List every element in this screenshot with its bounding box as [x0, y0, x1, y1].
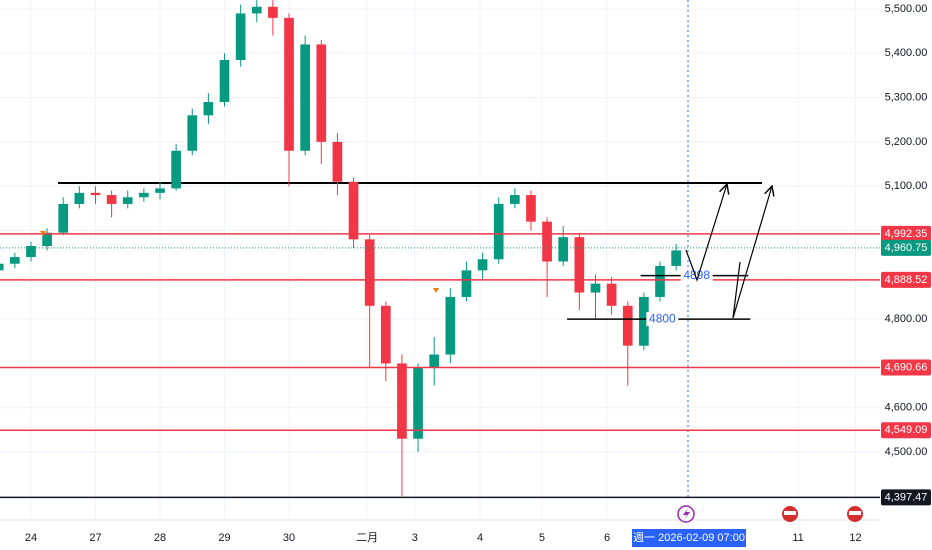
- level-label-box: [881, 489, 931, 506]
- us-flag-icon: [849, 511, 861, 515]
- signal-marker: [433, 288, 439, 293]
- candle-body: [106, 195, 117, 204]
- x-tick-label: 4: [477, 532, 483, 544]
- level-label-box: [881, 225, 931, 242]
- candle-body: [0, 263, 4, 271]
- candle-body: [251, 6, 262, 14]
- candle-body: [493, 203, 504, 260]
- marked-level-label-bg: [646, 312, 679, 327]
- candle-body: [348, 181, 359, 240]
- marked-level-label: 4800: [649, 311, 676, 325]
- event-icon-bolt: [683, 508, 690, 520]
- crosshair-label: 週一 2026-02-09 07:00: [633, 531, 745, 544]
- x-tick-label: 11: [792, 532, 803, 544]
- candle-body: [122, 197, 133, 204]
- y-tick-label: 5,100.00: [885, 180, 928, 192]
- candle-body: [26, 246, 36, 258]
- marked-level-label-bg: [680, 268, 713, 283]
- candle-body: [235, 13, 246, 60]
- current-price-box: [881, 239, 931, 256]
- projection-arrow: [732, 186, 772, 319]
- candle-body: [316, 44, 327, 142]
- marked-level-label: 4898: [683, 268, 710, 282]
- candle-body: [139, 192, 149, 198]
- level-label: 4,690.66: [885, 361, 928, 373]
- x-tick-label: 6: [604, 532, 610, 544]
- candle-body: [445, 296, 456, 355]
- x-tick-label: 12: [849, 532, 861, 544]
- x-tick-label: 29: [218, 532, 230, 544]
- candle-body: [10, 257, 20, 264]
- y-tick-label: 5,200.00: [885, 136, 928, 148]
- level-label-box: [881, 422, 931, 439]
- level-label-box: [881, 359, 931, 376]
- candle-body: [590, 283, 601, 293]
- candle-body: [268, 6, 278, 18]
- x-tick-label: 3: [412, 532, 418, 544]
- candle-body: [300, 44, 310, 151]
- candle-body: [655, 265, 665, 297]
- level-label-box: [881, 271, 931, 288]
- current-price-label: 4,960.75: [885, 242, 928, 254]
- crosshair-label-box: [632, 529, 746, 547]
- x-tick-label: 27: [89, 532, 101, 544]
- level-label: 4,549.09: [885, 424, 928, 436]
- level-label: 4,992.35: [885, 228, 928, 240]
- candle-body: [58, 203, 69, 233]
- candle-body: [526, 195, 536, 222]
- level-label: 4,888.52: [885, 274, 928, 286]
- candle-body: [639, 296, 649, 346]
- candle-body: [413, 367, 423, 439]
- level-label: 4,397.47: [885, 491, 928, 503]
- candle-body: [510, 195, 520, 204]
- candle-body: [187, 115, 198, 151]
- x-tick-label: 28: [154, 532, 166, 544]
- candle-body: [155, 188, 165, 193]
- candle-body: [171, 150, 181, 189]
- candle-body: [558, 237, 569, 262]
- candle-body: [606, 283, 617, 306]
- candle-body: [380, 305, 391, 364]
- candle-body: [397, 363, 407, 439]
- y-tick-label: 5,400.00: [885, 47, 928, 59]
- signal-marker: [40, 231, 46, 236]
- candle-body: [461, 270, 472, 297]
- x-tick-label: 30: [283, 532, 295, 544]
- y-tick-label: 5,500.00: [885, 3, 928, 15]
- candle-body: [477, 259, 488, 271]
- candle-body: [203, 102, 214, 116]
- us-flag-icon: [784, 511, 796, 515]
- y-tick-label: 5,300.00: [885, 92, 928, 104]
- candle-body: [332, 141, 343, 182]
- overlays: 4898 4800: [0, 233, 880, 499]
- y-tick-label: 4,500.00: [885, 446, 928, 458]
- candles: [0, 0, 681, 497]
- candle-body: [574, 237, 585, 293]
- candle-body: [671, 250, 681, 266]
- y-tick-label: 4,600.00: [885, 402, 928, 414]
- candle-body: [622, 305, 633, 346]
- candle-body: [219, 59, 230, 103]
- candle-body: [429, 354, 440, 368]
- y-tick-label: 4,800.00: [885, 313, 928, 325]
- candle-body: [90, 192, 101, 196]
- candle-body: [284, 17, 294, 151]
- candle-body: [542, 221, 552, 262]
- candle-body: [74, 192, 85, 204]
- projection-arrow: [685, 184, 727, 282]
- x-tick-label: 24: [25, 532, 37, 544]
- x-tick-label: 5: [539, 532, 545, 544]
- candle-body: [42, 232, 52, 247]
- candle-body: [364, 239, 375, 306]
- x-tick-label: 二月: [356, 532, 378, 544]
